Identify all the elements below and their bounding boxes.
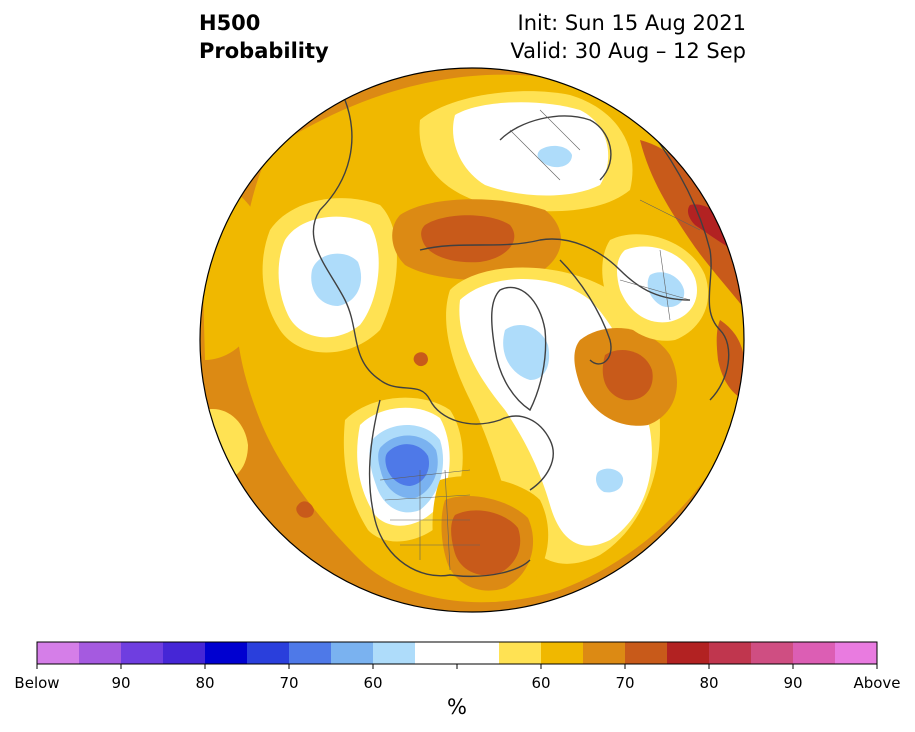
colorbar-tick-label: 70 <box>279 674 299 692</box>
map-border <box>199 67 745 613</box>
colorbar-tick-label: 90 <box>783 674 803 692</box>
region-above-80-pacific <box>296 501 314 518</box>
colorbar-tick-label: Above <box>853 674 901 692</box>
colorbar <box>36 641 878 669</box>
colorbar-tick-label: 90 <box>111 674 131 692</box>
colorbar-cell <box>121 642 164 664</box>
colorbar-cell <box>331 642 374 664</box>
colorbar-cell <box>541 642 584 664</box>
colorbar-cell <box>205 642 248 664</box>
init-date: Init: Sun 15 Aug 2021 <box>517 11 746 35</box>
colorbar-tick-label: Below <box>14 674 60 692</box>
colorbar-cell <box>499 642 542 664</box>
region-below-50-atlantic <box>596 468 624 493</box>
colorbar-cell <box>373 642 416 664</box>
colorbar-ticks <box>36 664 878 669</box>
colorbar-cell <box>583 642 626 664</box>
colorbar-tick-label: 60 <box>363 674 383 692</box>
region-below-50-west <box>311 253 362 306</box>
region-above-80-na-east <box>451 510 521 576</box>
region-above-80-alaska <box>413 352 428 367</box>
colorbar-cell <box>667 642 710 664</box>
colorbar-unit-label: % <box>447 695 467 719</box>
region-above-80-east-edge <box>716 320 744 400</box>
region-above-80-europe <box>640 140 744 330</box>
colorbar-tick-label: 80 <box>195 674 215 692</box>
region-above-80-atlantic <box>602 350 653 401</box>
colorbar-cell <box>793 642 836 664</box>
map-date-info: Init: Sun 15 Aug 2021 Valid: 30 Aug – 12… <box>510 9 746 65</box>
colorbar-tick-label: 80 <box>699 674 719 692</box>
map-title: H500 Probability <box>199 9 329 65</box>
colorbar-cell <box>247 642 290 664</box>
colorbar-cell <box>835 642 878 664</box>
colorbar-cells <box>37 642 878 664</box>
coastlines <box>312 99 730 578</box>
colorbar-cell <box>79 642 122 664</box>
borders <box>379 109 701 571</box>
region-above-80-arctic <box>421 215 515 263</box>
title-variable: H500 <box>199 11 261 35</box>
region-below-50-pole <box>503 325 550 380</box>
colorbar-cell <box>415 642 458 664</box>
colorbar-tick-label: 70 <box>615 674 635 692</box>
valid-period: Valid: 30 Aug – 12 Sep <box>510 39 746 63</box>
polar-probability-map <box>199 67 745 613</box>
colorbar-cell <box>709 642 752 664</box>
colorbar-tick-label: 60 <box>531 674 551 692</box>
colorbar-cell <box>163 642 206 664</box>
colorbar-cell <box>625 642 668 664</box>
colorbar-cell <box>37 642 80 664</box>
colorbar-cell <box>289 642 332 664</box>
colorbar-cell <box>751 642 794 664</box>
colorbar-cell <box>457 642 500 664</box>
region-below-50-north <box>537 145 572 168</box>
title-product: Probability <box>199 39 329 63</box>
region-normal-north <box>453 102 609 196</box>
